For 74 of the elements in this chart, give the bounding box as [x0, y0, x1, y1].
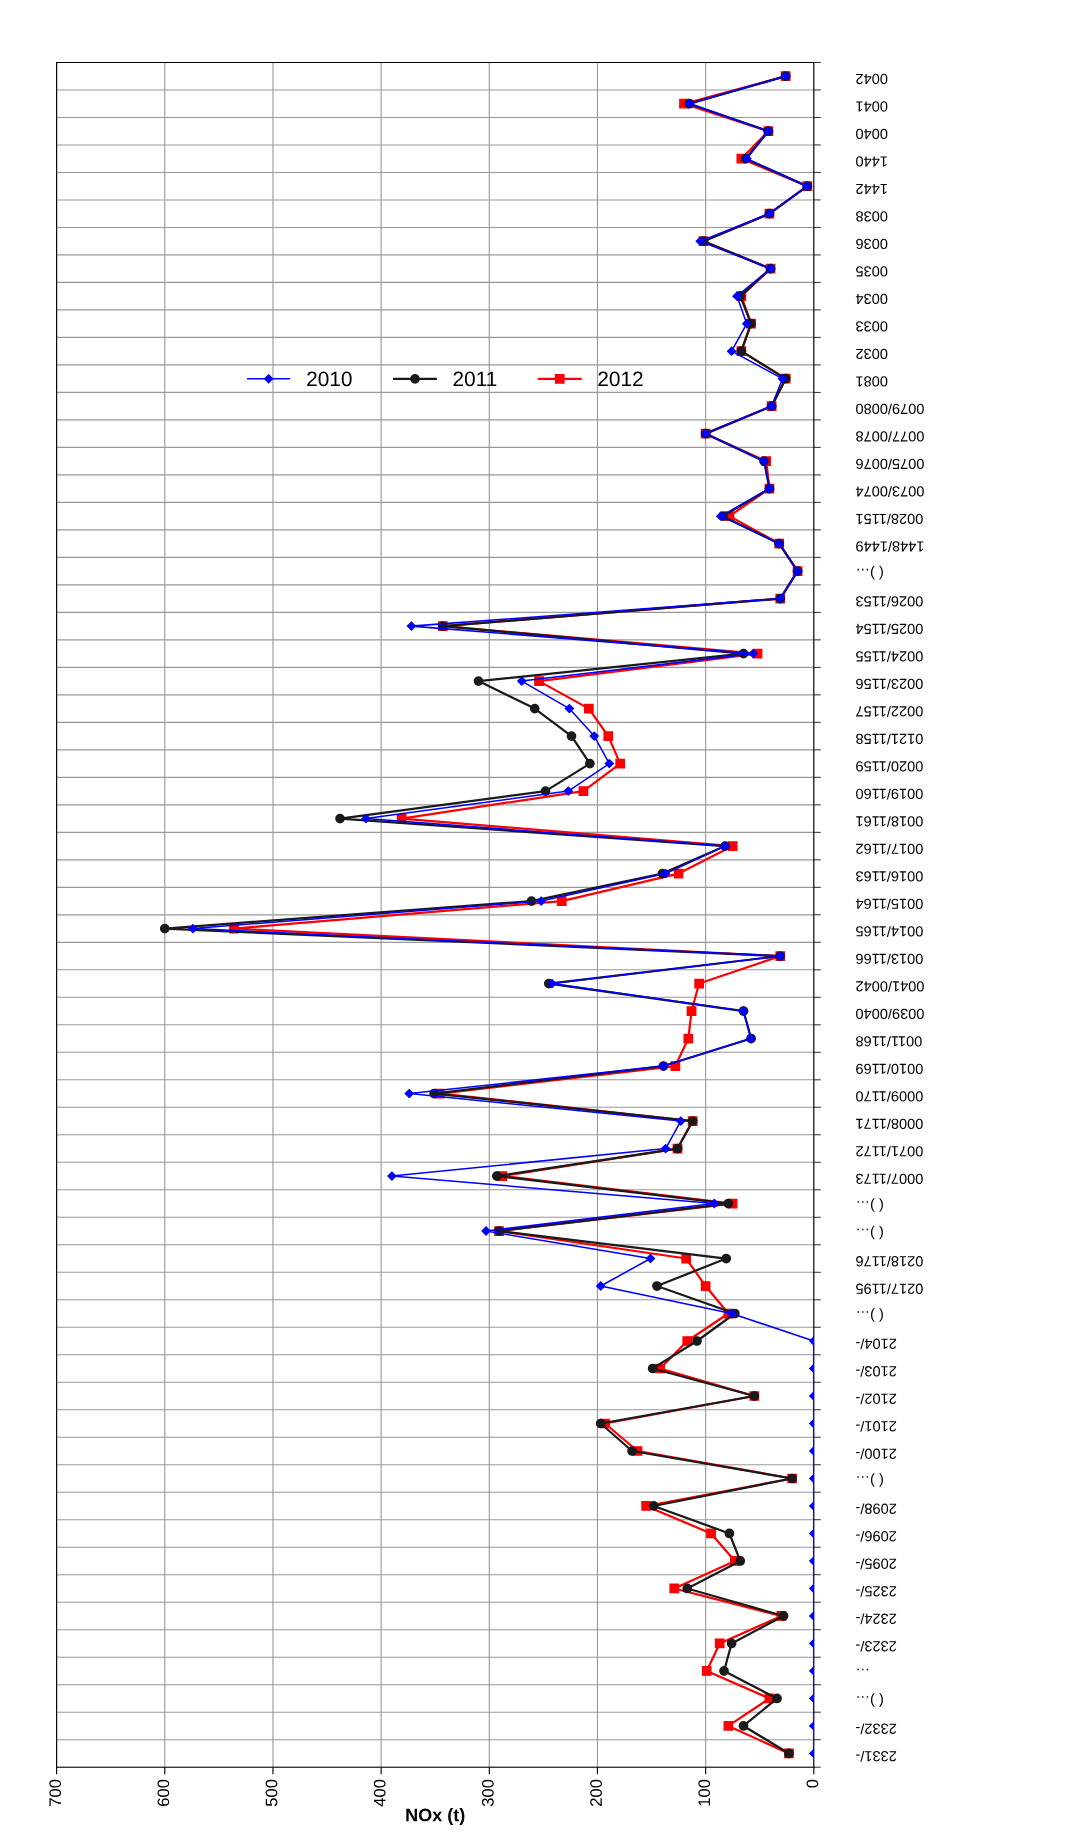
y-tick-label: 0032	[856, 348, 888, 360]
y-tick-label: 0079/0080	[856, 403, 924, 415]
x-tick-label: 300	[481, 1779, 494, 1807]
y-tick-label: 2101/-	[856, 1421, 897, 1432]
y-tick-label: …	[857, 1668, 869, 1671]
y-tick-label: ( )…	[857, 1473, 883, 1487]
y-tick-label: 0025/1154	[855, 623, 923, 635]
y-tick-label: ( )…	[857, 565, 883, 580]
y-tick-label: 0023/1156	[856, 678, 923, 690]
y-tick-label: 1448/1449	[856, 541, 924, 552]
x-tick-label: 400	[373, 1779, 386, 1807]
y-tick-label: 0041	[856, 101, 888, 112]
y-tick-label: 0007/1173	[856, 1173, 923, 1185]
y-tick-label: 2325/-	[856, 1586, 897, 1597]
y-tick-label: 0019/1160	[856, 788, 923, 800]
y-tick-label: 0017/1162	[856, 843, 923, 855]
y-tick-label: 0009/1170	[856, 1091, 923, 1102]
y-tick-label: 0121/1158	[856, 733, 923, 745]
y-tick-label: 0035	[856, 266, 888, 277]
y-tick-label: 0036	[856, 238, 888, 250]
y-tick-label: 0015/1164	[855, 898, 923, 910]
x-tick-label: 600	[157, 1779, 170, 1806]
y-tick-label: 0034	[855, 293, 888, 305]
y-tick-label: 0011/1168	[856, 1036, 922, 1047]
y-tick-label: 0075/0076	[856, 458, 924, 470]
y-tick-label: 0008/1171	[856, 1118, 923, 1130]
y-tick-label: 2331/-	[856, 1751, 897, 1762]
y-tick-label: 0013/1166	[856, 953, 923, 965]
y-tick-label: 0042	[856, 73, 888, 85]
y-tick-label: ( )…	[857, 1693, 883, 1707]
y-tick-label: 0218/1176	[856, 1256, 923, 1267]
y-tick-label: 0041/0042	[856, 981, 924, 992]
x-tick-label: 700	[49, 1779, 62, 1806]
x-tick-label: 100	[698, 1779, 711, 1806]
x-tick-label: 500	[265, 1779, 278, 1807]
y-tick-label: ( )…	[857, 1198, 883, 1212]
y-tick-label: 1440	[856, 156, 887, 167]
y-tick-label: 0010/1169	[856, 1063, 923, 1075]
y-tick-label: 0077/0078	[856, 431, 924, 442]
y-tick-label: 2095/-	[856, 1558, 897, 1570]
y-tick-label: 2098/-	[856, 1503, 897, 1515]
y-tick-label: 2324/-	[856, 1613, 897, 1625]
y-tick-label: 2100/-	[856, 1448, 897, 1460]
y-tick-label: 2104/-	[856, 1338, 897, 1350]
legend-label: 2010	[307, 371, 352, 387]
y-tick-label: 2096/-	[856, 1531, 897, 1542]
y-tick-label: 0039/0040	[856, 1008, 924, 1020]
y-tick-label: 0016/1163	[856, 871, 923, 882]
x-tick-label: 0	[806, 1779, 819, 1788]
y-tick-label: 0033	[856, 321, 888, 332]
y-tick-label: 0022/1157	[856, 706, 923, 717]
legend-label: 2011	[453, 371, 497, 387]
y-tick-label: 2323/-	[856, 1641, 897, 1652]
y-tick-label: 1442	[856, 183, 887, 195]
y-tick-label: 0020/1159	[856, 761, 923, 772]
x-axis-title: NOx (t)	[406, 1808, 465, 1825]
y-tick-label: 0014/1165	[856, 926, 923, 937]
y-tick-label: 0028/1151	[856, 513, 923, 525]
y-tick-label: 0026/1153	[856, 596, 923, 607]
y-tick-label: 2103/-	[856, 1366, 897, 1377]
x-tick-label: 200	[590, 1779, 602, 1806]
y-tick-label: 0217/1195	[856, 1283, 923, 1295]
legend-label: 2012	[598, 371, 643, 387]
y-tick-label: ( )…	[857, 1225, 883, 1240]
y-tick-label: 0081	[856, 376, 888, 387]
y-tick-label: ( )…	[857, 1308, 883, 1322]
y-tick-label: 0073/0074	[855, 486, 924, 497]
y-tick-label: 2102/-	[856, 1393, 897, 1405]
y-tick-label: 0071/1172	[856, 1146, 923, 1157]
y-tick-label: 2332/-	[856, 1723, 897, 1735]
y-tick-label: 0024/1155	[856, 651, 923, 662]
y-tick-label: 0018/1161	[856, 816, 923, 827]
y-tick-label: 0040	[856, 128, 888, 140]
y-tick-label: 0038	[856, 211, 888, 222]
